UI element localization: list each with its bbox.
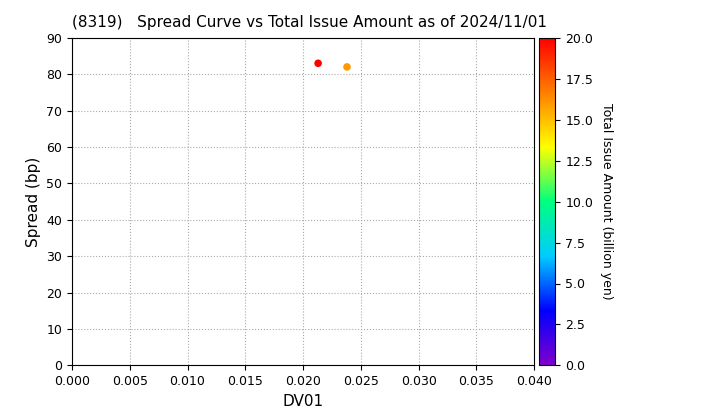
Text: (8319)   Spread Curve vs Total Issue Amount as of 2024/11/01: (8319) Spread Curve vs Total Issue Amoun…	[72, 15, 547, 30]
Point	[341, 63, 353, 70]
Point	[312, 60, 324, 67]
Y-axis label: Total Issue Amount (billion yen): Total Issue Amount (billion yen)	[600, 103, 613, 300]
X-axis label: DV01: DV01	[282, 394, 324, 409]
Y-axis label: Spread (bp): Spread (bp)	[26, 157, 41, 247]
